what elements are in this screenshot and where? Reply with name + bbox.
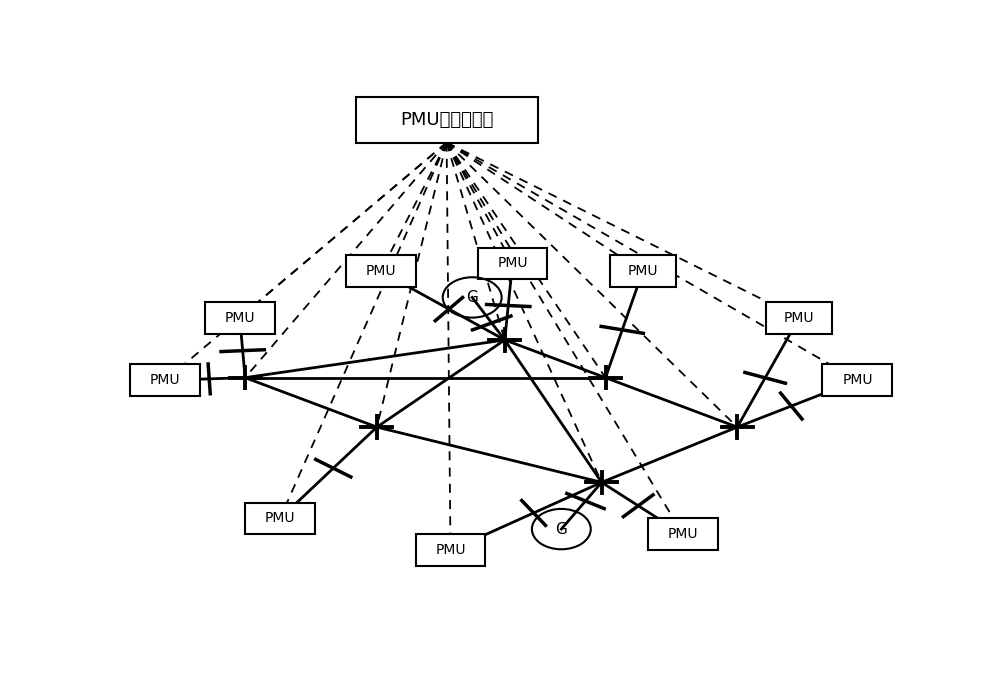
Text: PMU: PMU xyxy=(842,373,873,387)
Text: PMU数据集中器: PMU数据集中器 xyxy=(400,111,493,129)
FancyBboxPatch shape xyxy=(245,502,315,534)
FancyBboxPatch shape xyxy=(648,518,718,551)
Text: PMU: PMU xyxy=(668,527,698,542)
Text: PMU: PMU xyxy=(627,264,658,278)
Text: PMU: PMU xyxy=(366,264,396,278)
Text: PMU: PMU xyxy=(224,310,255,324)
Text: G: G xyxy=(555,522,567,537)
FancyBboxPatch shape xyxy=(205,302,275,333)
Text: G: G xyxy=(466,290,478,305)
FancyBboxPatch shape xyxy=(346,255,416,287)
Text: PMU: PMU xyxy=(784,310,814,324)
FancyBboxPatch shape xyxy=(416,534,485,566)
FancyBboxPatch shape xyxy=(356,97,538,143)
FancyBboxPatch shape xyxy=(766,302,832,333)
FancyBboxPatch shape xyxy=(610,255,676,287)
Text: PMU: PMU xyxy=(150,373,181,387)
FancyBboxPatch shape xyxy=(130,364,200,396)
Text: PMU: PMU xyxy=(497,257,528,270)
FancyBboxPatch shape xyxy=(478,248,547,279)
Text: PMU: PMU xyxy=(435,543,466,558)
Text: PMU: PMU xyxy=(265,511,295,526)
FancyBboxPatch shape xyxy=(822,364,892,396)
